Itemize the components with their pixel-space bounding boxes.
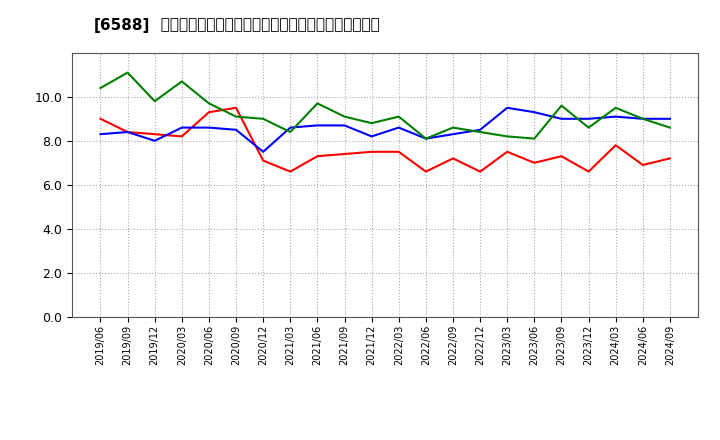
Text: [6588]: [6588]	[94, 18, 150, 33]
Text: 売上債権回転率、買入債務回転率、在庫回転率の推移: 売上債権回転率、買入債務回転率、在庫回転率の推移	[151, 18, 380, 33]
